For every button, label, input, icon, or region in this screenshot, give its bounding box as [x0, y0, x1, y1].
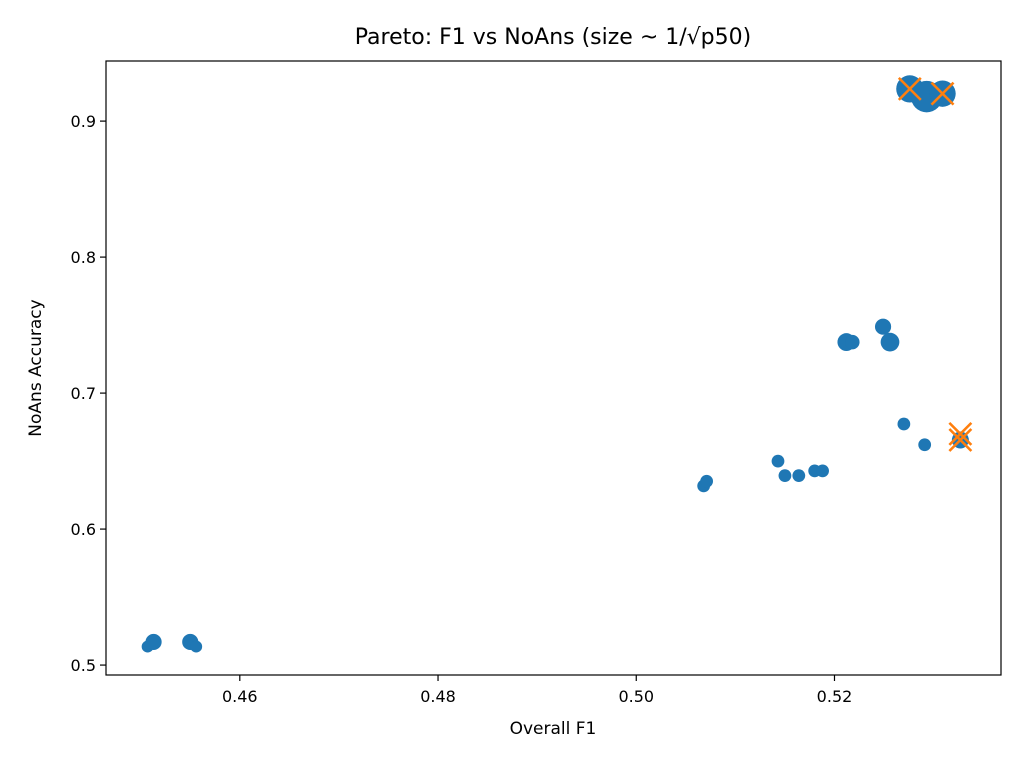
data-point — [874, 318, 892, 335]
data-point — [880, 332, 900, 352]
data-point — [190, 640, 203, 653]
chart-title: Pareto: F1 vs NoAns (size ~ 1/√p50) — [355, 25, 751, 50]
x-tick-label: 0.50 — [618, 687, 654, 706]
x-axis-label: Overall F1 — [510, 719, 597, 739]
pareto-x-marker — [948, 421, 973, 446]
data-point — [845, 334, 860, 350]
y-tick-label: 0.8 — [71, 248, 96, 267]
plot-area — [106, 61, 1001, 675]
data-point — [778, 469, 792, 483]
y-axis-label: NoAns Accuracy — [26, 299, 46, 436]
x-axis-ticks: 0.46 0.48 0.50 0.52 — [222, 675, 852, 706]
data-point — [897, 417, 911, 431]
y-tick-label: 0.6 — [71, 520, 96, 539]
data-point — [771, 454, 785, 468]
pareto-x-marker — [948, 428, 973, 452]
x-tick-label: 0.48 — [420, 687, 456, 706]
x-tick-label: 0.46 — [222, 687, 258, 706]
x-tick-label: 0.52 — [817, 687, 853, 706]
data-point — [700, 474, 714, 488]
plot-frame — [105, 60, 1002, 676]
y-tick-label: 0.5 — [71, 656, 96, 675]
data-point — [816, 464, 829, 478]
data-point — [145, 633, 162, 651]
data-point — [792, 469, 806, 483]
y-tick-label: 0.9 — [71, 112, 96, 131]
pareto-x-marker — [897, 76, 922, 101]
y-axis-ticks: 0.5 0.6 0.7 0.8 0.9 — [71, 112, 106, 675]
pareto-markers-layer — [897, 76, 973, 452]
data-point — [918, 438, 932, 452]
pareto-x-marker — [930, 81, 955, 106]
y-tick-label: 0.7 — [71, 384, 96, 403]
